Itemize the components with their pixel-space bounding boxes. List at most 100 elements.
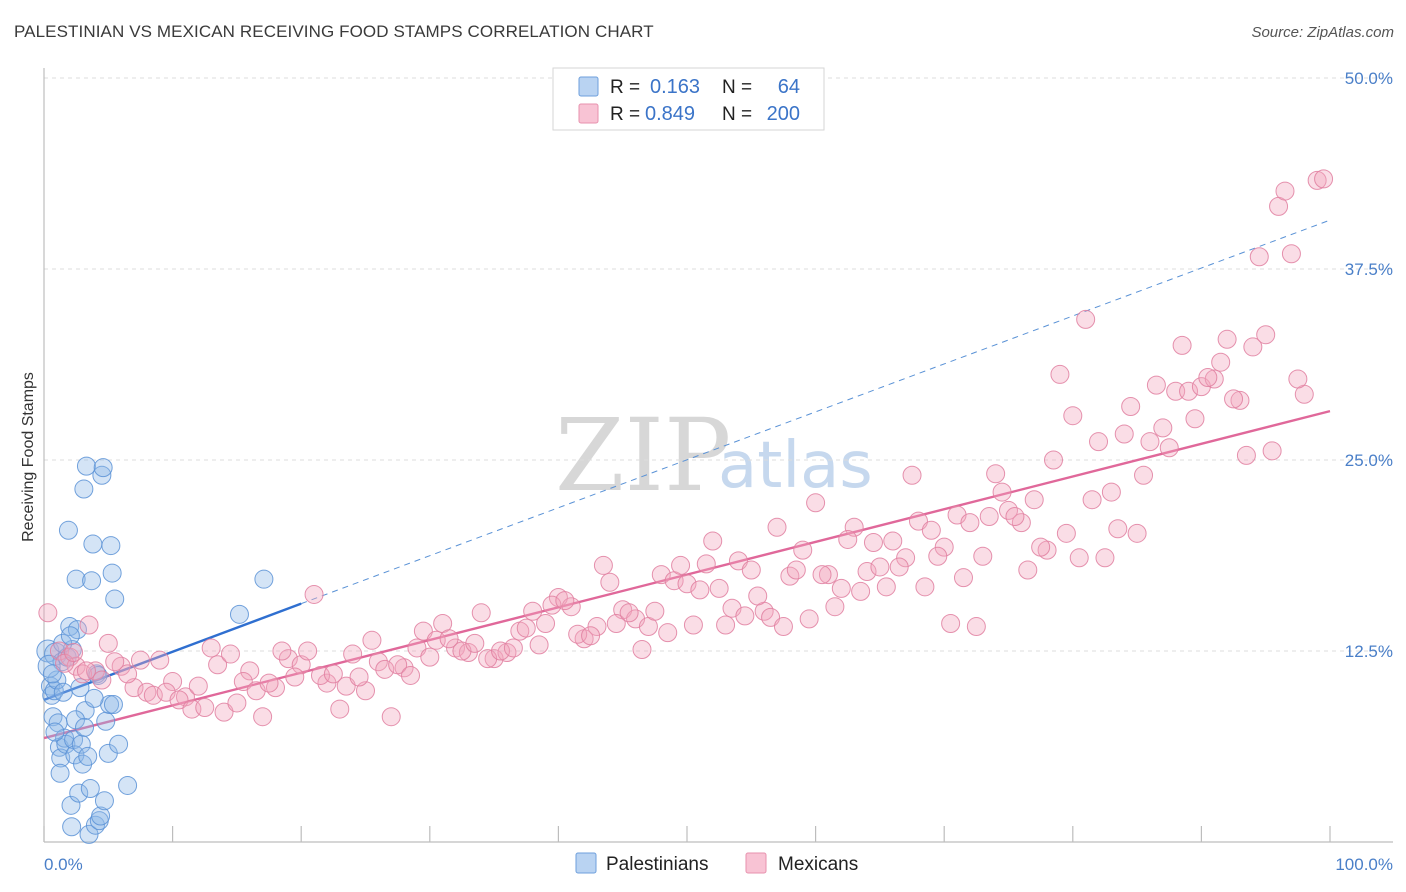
mexican-point (529, 635, 549, 655)
mexican-point (683, 615, 703, 635)
palestinian-point (92, 465, 112, 485)
mexican-point (458, 643, 478, 663)
mexican-point (401, 665, 421, 685)
mexican-point (491, 641, 511, 661)
mexican-point (542, 595, 562, 615)
mexican-point (1134, 465, 1154, 485)
mexican-point (233, 672, 253, 692)
y-tick-label: 50.0% (1345, 69, 1393, 88)
mexican-point (1089, 432, 1109, 452)
palestinian-point (75, 717, 95, 737)
mexican-point (1275, 181, 1295, 201)
axes (43, 68, 1393, 843)
mexican-point (1172, 335, 1192, 355)
palestinian-point (78, 746, 98, 766)
palestinian-point (94, 791, 114, 811)
mexican-point (259, 673, 279, 693)
mexican-point (343, 644, 363, 664)
mexican-point (915, 577, 935, 597)
mexican-point (420, 647, 440, 667)
mexican-point (73, 664, 93, 684)
mexican-point (195, 698, 215, 718)
mexican-point (812, 565, 832, 585)
mexican-point (1146, 375, 1166, 395)
palestinian-point (42, 664, 62, 684)
mexican-point (960, 513, 980, 533)
mexican-point (908, 511, 928, 531)
mexican-point (658, 623, 678, 643)
palestinian-point (91, 806, 111, 826)
mexican-point (606, 613, 626, 633)
legend-n-value-2: 200 (767, 103, 800, 125)
mexican-point (317, 673, 337, 693)
stats-legend: R = 0.163 N = 64 R = 0.849 N = 200 (552, 67, 825, 131)
legend-r-label-2: R = (610, 104, 640, 125)
mexican-point (767, 517, 787, 537)
mexican-point (735, 606, 755, 626)
mexican-point (716, 615, 736, 635)
mexican-point (1288, 369, 1308, 389)
mexican-point (349, 667, 369, 687)
mexican-point (600, 572, 620, 592)
mexican-point (1211, 352, 1231, 372)
mexican-point (375, 659, 395, 679)
mexican-point (465, 633, 485, 653)
mexican-point (362, 630, 382, 650)
mexican-point (1262, 441, 1282, 461)
mexican-point (143, 685, 163, 705)
mexican-point (388, 655, 408, 675)
mexican-point (285, 667, 305, 687)
bottom-legend-swatch-palestinians (575, 852, 597, 874)
legend-r-value-1: 0.163 (650, 76, 700, 98)
mexican-point (1024, 490, 1044, 510)
x-tick-label: 0.0% (44, 855, 83, 874)
mexican-point (150, 650, 170, 670)
mexican-point (761, 607, 781, 627)
mexican-point (902, 465, 922, 485)
palestinian-point (50, 763, 70, 783)
mexican-point (272, 641, 292, 661)
mexican-point (1281, 244, 1301, 264)
palestinian-point (254, 569, 274, 589)
mexican-point (896, 548, 916, 568)
legend-r-value-2: 0.849 (645, 103, 695, 125)
mexican-point (953, 568, 973, 588)
mexican-point (587, 617, 607, 637)
mexican-point (1108, 519, 1128, 539)
mexican-point (1056, 523, 1076, 543)
legend-swatch-mexicans (578, 103, 599, 124)
mexican-point (1179, 381, 1199, 401)
mexican-point (439, 629, 459, 649)
mexican-point (1063, 406, 1083, 426)
mexican-point (844, 517, 864, 537)
palestinian-point (66, 569, 86, 589)
mexican-point (632, 639, 652, 659)
mexican-point (703, 531, 723, 551)
mexican-point (1314, 169, 1334, 189)
mexican-point (169, 690, 189, 710)
mexican-point (330, 699, 350, 719)
mexican-point (876, 577, 896, 597)
mexican-point (503, 638, 523, 658)
mexican-point (1307, 170, 1327, 190)
palestinian-point (79, 824, 99, 844)
y-axis-label: Receiving Food Stamps (20, 372, 37, 542)
mexican-point (979, 507, 999, 527)
mexican-point (793, 540, 813, 560)
legend-n-label-2: N = (722, 104, 752, 125)
mexican-point (825, 597, 845, 617)
palestinian-point (60, 626, 80, 646)
mexican-point (645, 601, 665, 621)
palestinian-trend-line (43, 602, 302, 702)
mexican-point (806, 493, 826, 513)
mexican-point (1140, 432, 1160, 452)
mexican-point (240, 661, 260, 681)
mexican-point (336, 676, 356, 696)
mexican-point (773, 617, 793, 637)
mexican-point (105, 652, 125, 672)
mexican-point (741, 560, 761, 580)
mexican-point (863, 533, 883, 553)
mexican-point (1256, 325, 1276, 345)
mexican-point (407, 638, 427, 658)
palestinian-point (45, 722, 65, 742)
